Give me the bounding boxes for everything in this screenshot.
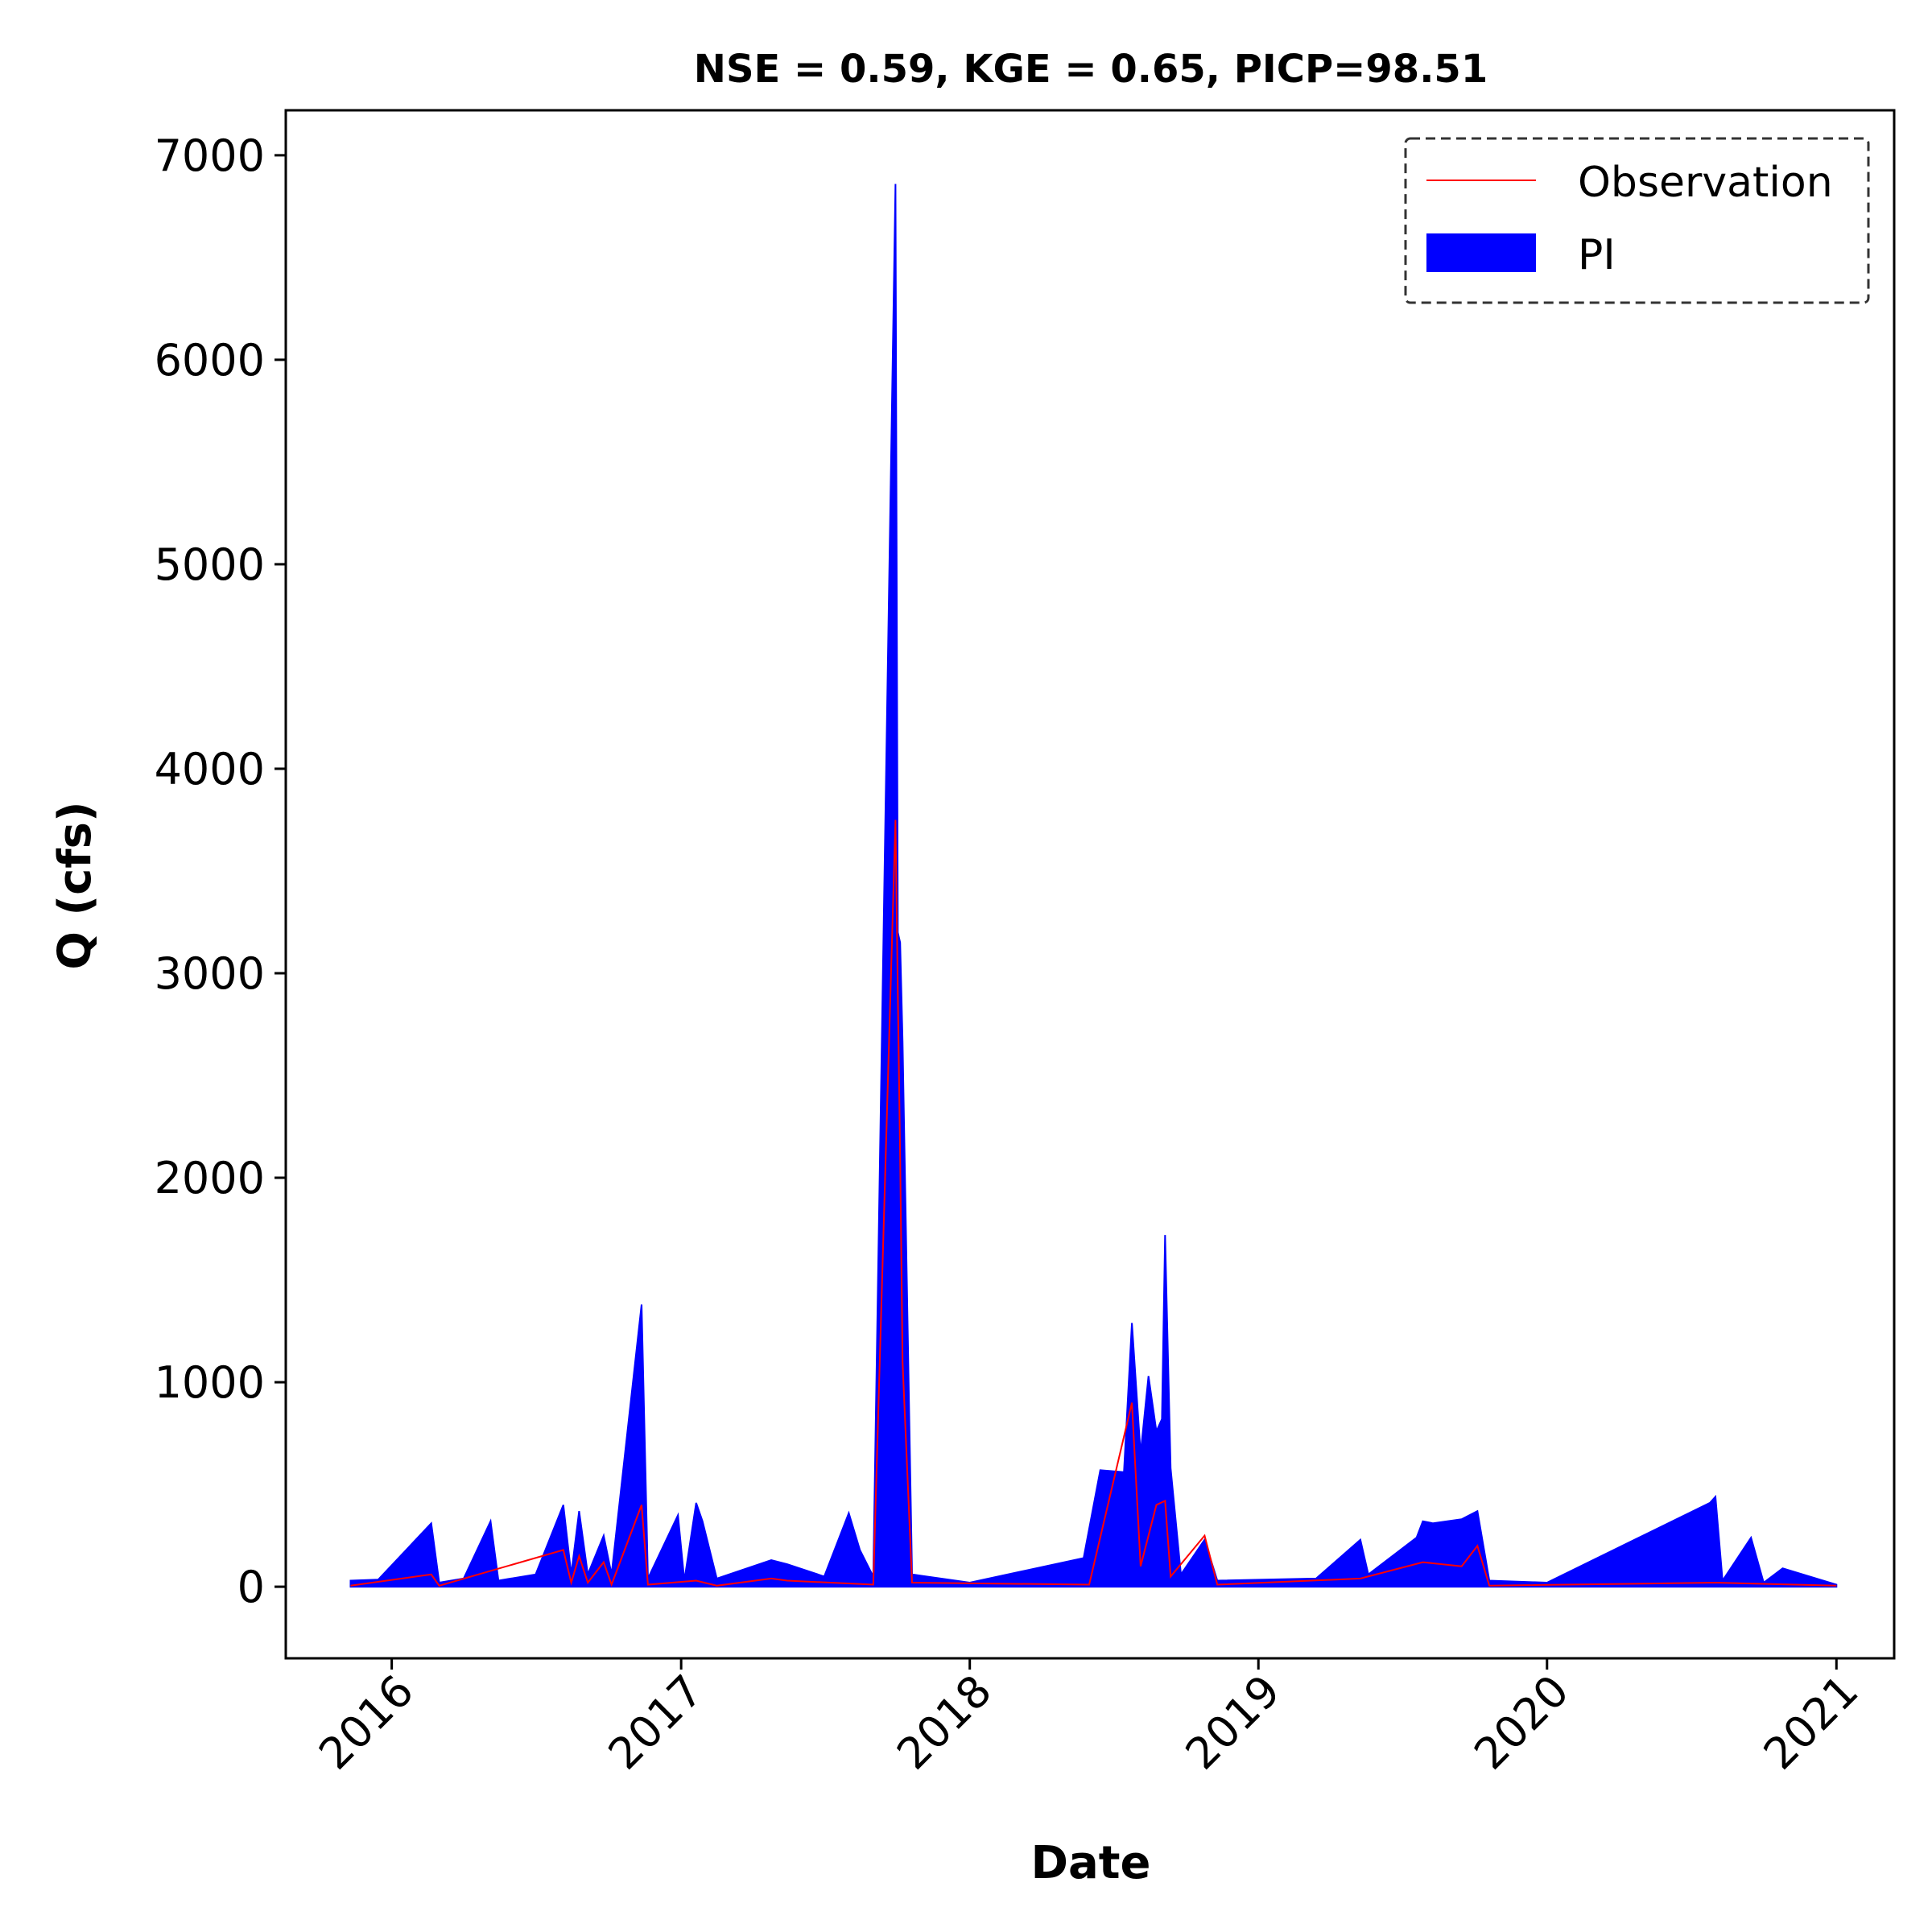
plot-area [349,184,1838,1588]
x-tick-label: 2021 [1754,1666,1868,1780]
legend-pi-swatch [1426,233,1536,272]
chart-title: NSE = 0.59, KGE = 0.65, PICP=98.51 [694,47,1488,92]
y-tick-label: 2000 [155,1153,265,1203]
y-tick-label: 7000 [155,130,265,181]
legend-observation-label: Observation [1578,159,1833,207]
x-axis-label: Date [1030,1837,1150,1889]
x-tick-label: 2020 [1464,1666,1579,1780]
axis-ticks: 0 1000 2000 3000 4000 5000 6000 7000 2016 2017 201… [155,130,1868,1779]
x-tick-label: 2018 [887,1666,1001,1780]
y-tick-label: 6000 [155,335,265,386]
y-tick-label: 4000 [155,744,265,795]
x-tick-label: 2019 [1176,1666,1290,1780]
x-tick-label: 2017 [599,1666,713,1780]
y-tick-label: 5000 [155,539,265,590]
y-tick-label: 3000 [155,948,265,999]
x-tick-label: 2016 [309,1666,423,1780]
y-tick-label: 1000 [155,1357,265,1408]
y-axis-label: Q (cfs) [49,801,101,969]
legend: Observation PI [1404,137,1870,304]
y-tick-label: 0 [237,1562,265,1612]
observation-line [350,819,1837,1587]
axes-frame [284,109,1896,1660]
legend-pi-label: PI [1578,231,1616,279]
pi-band [349,184,1838,1588]
